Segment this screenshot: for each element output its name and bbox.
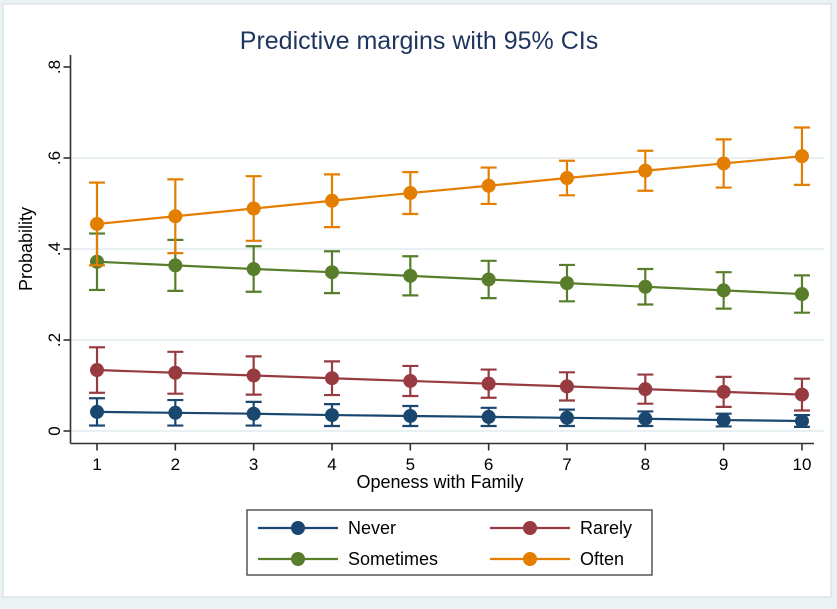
series-line <box>96 368 803 396</box>
data-point <box>559 410 574 425</box>
legend-item-sometimes: Sometimes <box>258 549 438 569</box>
data-point <box>168 209 183 224</box>
x-tick-label: 1 <box>92 455 101 474</box>
data-point <box>638 279 653 294</box>
series-rarely <box>89 346 810 412</box>
legend: Never Rarely Sometimes Often <box>246 509 653 576</box>
data-point <box>168 365 183 380</box>
data-point <box>794 413 809 428</box>
data-point <box>794 149 809 164</box>
x-tick-label: 6 <box>484 455 493 474</box>
data-point <box>324 371 339 386</box>
y-axis-title: Probability <box>16 207 36 291</box>
legend-item-often: Often <box>490 549 624 569</box>
data-point <box>403 186 418 201</box>
data-point <box>324 408 339 423</box>
data-point <box>716 156 731 171</box>
series-line <box>96 155 803 226</box>
series-plots <box>89 126 810 429</box>
data-point <box>638 411 653 426</box>
data-point <box>246 262 261 277</box>
x-axis-ticks: 1 2 3 4 5 6 7 8 9 10 <box>92 443 812 474</box>
data-point <box>559 171 574 186</box>
data-point <box>403 408 418 423</box>
x-tick-label: 9 <box>719 455 728 474</box>
data-point <box>246 368 261 383</box>
data-point <box>324 265 339 280</box>
legend-box <box>246 509 653 576</box>
data-point <box>481 272 496 287</box>
data-point <box>403 373 418 388</box>
data-point <box>481 409 496 424</box>
data-point <box>403 268 418 283</box>
data-point <box>481 376 496 391</box>
data-point <box>638 382 653 397</box>
data-point <box>794 387 809 402</box>
data-point <box>90 216 104 231</box>
x-tick-label: 4 <box>327 455 336 474</box>
data-point <box>246 406 261 421</box>
data-point <box>716 384 731 399</box>
legend-marker <box>291 521 305 535</box>
data-point <box>559 276 574 291</box>
x-tick-label: 7 <box>562 455 571 474</box>
series-sometimes <box>89 232 810 314</box>
legend-label: Rarely <box>580 518 632 538</box>
series-never <box>89 397 810 429</box>
y-tick-label: .4 <box>45 242 64 256</box>
series-line <box>96 410 802 423</box>
data-point <box>90 404 104 419</box>
data-point <box>168 258 183 273</box>
x-tick-label: 2 <box>171 455 180 474</box>
series-often <box>89 126 810 267</box>
x-tick-label: 8 <box>641 455 650 474</box>
data-point <box>324 193 339 208</box>
legend-label: Often <box>580 549 624 569</box>
data-point <box>716 413 731 428</box>
data-point <box>90 363 104 378</box>
data-point <box>559 379 574 394</box>
x-tick-label: 5 <box>406 455 415 474</box>
data-point <box>246 201 261 216</box>
x-axis-title: Openess with Family <box>356 472 523 492</box>
data-point <box>168 405 183 420</box>
y-axis-ticks: 0 .2 .4 .6 .8 <box>45 60 71 436</box>
legend-marker <box>523 552 537 566</box>
legend-marker <box>523 521 537 535</box>
chart-title: Predictive margins with 95% CIs <box>240 27 598 55</box>
data-point <box>794 287 809 302</box>
legend-item-never: Never <box>258 518 396 538</box>
legend-item-rarely: Rarely <box>490 518 632 538</box>
gridlines <box>71 157 824 432</box>
y-tick-label: .6 <box>45 151 64 165</box>
y-tick-label: 0 <box>45 426 64 435</box>
graph-canvas <box>2 3 832 598</box>
y-tick-label: .2 <box>45 333 64 347</box>
y-tick-label: .8 <box>45 60 64 74</box>
legend-label: Never <box>348 518 396 538</box>
legend-marker <box>291 552 305 566</box>
x-tick-label: 3 <box>249 455 258 474</box>
x-tick-label: 10 <box>793 455 812 474</box>
series-line <box>96 260 803 296</box>
data-point <box>638 163 653 178</box>
data-point <box>716 283 731 298</box>
legend-label: Sometimes <box>348 549 438 569</box>
data-point <box>481 178 496 193</box>
